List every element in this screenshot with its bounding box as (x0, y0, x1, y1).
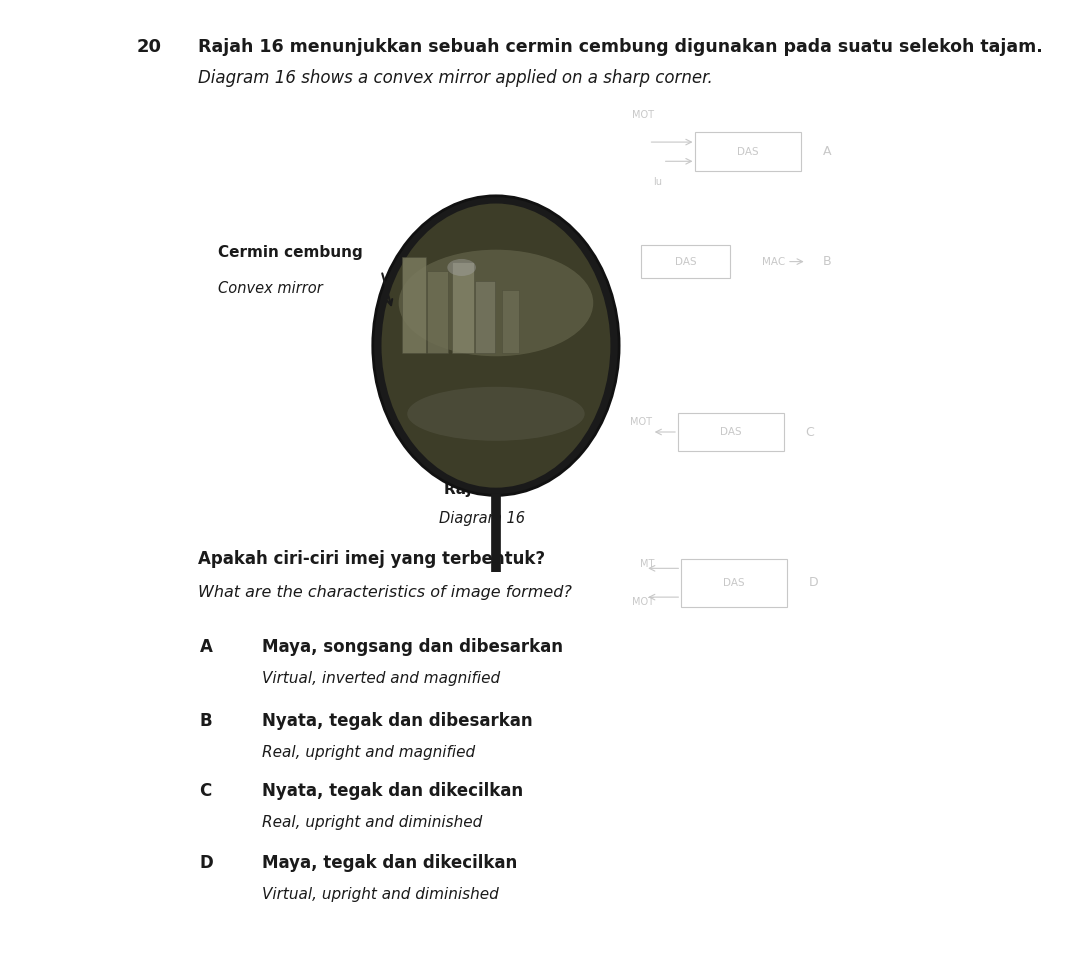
Text: Diagram 16 shows a convex mirror applied on a sharp corner.: Diagram 16 shows a convex mirror applied… (198, 69, 713, 87)
Text: MOT: MOT (632, 110, 654, 120)
Bar (501, 290, 519, 352)
Ellipse shape (373, 196, 619, 495)
Text: B: B (823, 255, 832, 268)
Bar (427, 271, 448, 352)
Text: Virtual, inverted and magnified: Virtual, inverted and magnified (262, 671, 499, 686)
Ellipse shape (408, 387, 584, 441)
Text: Maya, songsang dan dibesarkan: Maya, songsang dan dibesarkan (262, 638, 562, 657)
Text: Cermin cembung: Cermin cembung (218, 245, 363, 260)
Text: D: D (199, 854, 214, 873)
Text: DAS: DAS (675, 256, 697, 267)
Text: Maya, tegak dan dikecilkan: Maya, tegak dan dikecilkan (262, 854, 517, 873)
Text: A: A (823, 145, 832, 158)
Ellipse shape (399, 250, 593, 356)
Text: DAS: DAS (720, 427, 741, 437)
Ellipse shape (447, 259, 476, 276)
Text: Diagram 16: Diagram 16 (439, 511, 524, 526)
Text: Rajah 16 menunjukkan sebuah cermin cembung digunakan pada suatu selekoh tajam.: Rajah 16 menunjukkan sebuah cermin cembu… (198, 38, 1043, 57)
Text: C: C (806, 425, 814, 439)
Text: C: C (199, 782, 211, 801)
Text: Real, upright and diminished: Real, upright and diminished (262, 815, 482, 830)
Bar (402, 256, 426, 352)
Text: Real, upright and magnified: Real, upright and magnified (262, 745, 475, 760)
Text: Nyata, tegak dan dikecilkan: Nyata, tegak dan dikecilkan (262, 782, 523, 801)
Bar (475, 280, 495, 352)
Text: What are the characteristics of image formed?: What are the characteristics of image fo… (198, 585, 572, 600)
Text: MOT: MOT (630, 418, 652, 427)
Text: DAS: DAS (724, 578, 744, 588)
Text: Rajah 16: Rajah 16 (445, 482, 519, 497)
Text: DAS: DAS (738, 147, 759, 156)
Text: Convex mirror: Convex mirror (218, 281, 323, 297)
Bar (452, 261, 474, 352)
Text: 20: 20 (136, 38, 161, 57)
Text: D: D (809, 576, 819, 589)
Ellipse shape (382, 204, 610, 488)
Text: Virtual, upright and diminished: Virtual, upright and diminished (262, 887, 498, 902)
Text: MT: MT (640, 559, 654, 568)
Text: MAC: MAC (762, 256, 786, 267)
Text: Apakah ciri-ciri imej yang terbentuk?: Apakah ciri-ciri imej yang terbentuk? (198, 550, 545, 568)
Text: A: A (199, 638, 213, 657)
Text: B: B (199, 712, 213, 731)
Text: lu: lu (653, 178, 662, 187)
Text: MOT: MOT (632, 597, 654, 607)
Text: Nyata, tegak dan dibesarkan: Nyata, tegak dan dibesarkan (262, 712, 532, 731)
